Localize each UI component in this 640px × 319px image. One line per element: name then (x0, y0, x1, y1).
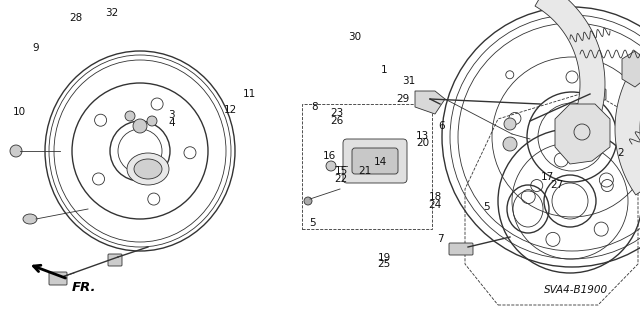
Text: 22: 22 (335, 174, 348, 184)
Ellipse shape (134, 159, 162, 179)
Text: 1: 1 (381, 65, 387, 75)
Text: 12: 12 (224, 105, 237, 115)
Text: 5: 5 (309, 218, 316, 228)
Text: 30: 30 (349, 32, 362, 42)
Text: 17: 17 (541, 172, 554, 182)
Text: 15: 15 (335, 166, 348, 176)
FancyBboxPatch shape (449, 243, 473, 255)
Circle shape (504, 118, 516, 130)
Text: 23: 23 (331, 108, 344, 118)
Polygon shape (415, 91, 445, 114)
Polygon shape (555, 104, 610, 164)
Text: 7: 7 (437, 234, 444, 244)
Text: 28: 28 (69, 12, 82, 23)
Circle shape (326, 161, 336, 171)
Text: 25: 25 (378, 259, 390, 269)
Polygon shape (622, 51, 640, 87)
Text: 26: 26 (331, 116, 344, 126)
Text: 20: 20 (416, 138, 429, 148)
Text: 16: 16 (323, 151, 336, 161)
Text: 27: 27 (550, 180, 563, 190)
Text: SVA4-B1900: SVA4-B1900 (544, 285, 608, 295)
Text: 6: 6 (438, 121, 445, 131)
Circle shape (304, 197, 312, 205)
FancyBboxPatch shape (352, 148, 398, 174)
Text: 10: 10 (13, 107, 26, 117)
Circle shape (503, 137, 517, 151)
FancyBboxPatch shape (49, 272, 67, 285)
Circle shape (125, 111, 135, 121)
FancyBboxPatch shape (343, 139, 407, 183)
FancyBboxPatch shape (584, 89, 606, 100)
FancyBboxPatch shape (108, 254, 122, 266)
Text: 19: 19 (378, 253, 390, 263)
Text: FR.: FR. (72, 281, 97, 294)
Ellipse shape (23, 214, 37, 224)
Text: 4: 4 (168, 118, 175, 128)
Text: 18: 18 (429, 192, 442, 202)
Polygon shape (535, 0, 605, 142)
Ellipse shape (10, 145, 22, 157)
Text: 3: 3 (168, 110, 175, 120)
Text: 21: 21 (358, 166, 371, 176)
Text: 8: 8 (312, 102, 318, 112)
Polygon shape (615, 63, 640, 195)
Ellipse shape (127, 153, 169, 185)
Text: 24: 24 (429, 200, 442, 210)
Circle shape (147, 116, 157, 126)
Circle shape (133, 119, 147, 133)
Text: 9: 9 (32, 43, 38, 53)
Text: 29: 29 (397, 94, 410, 104)
Text: 13: 13 (416, 130, 429, 141)
Text: 2: 2 (618, 148, 624, 158)
Text: 14: 14 (374, 157, 387, 167)
Text: 32: 32 (106, 8, 118, 19)
Text: 5: 5 (483, 202, 490, 212)
Text: 11: 11 (243, 89, 256, 99)
Text: 31: 31 (402, 76, 415, 86)
